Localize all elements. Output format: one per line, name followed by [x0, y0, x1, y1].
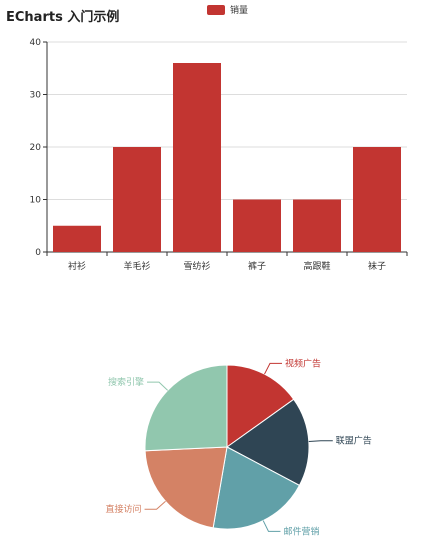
x-tick-label: 裤子 — [248, 260, 266, 272]
pie-slice[interactable] — [226, 364, 295, 448]
x-tick-label: 雪纺衫 — [183, 260, 210, 272]
pie-label-line — [147, 381, 169, 391]
x-tick-label: 衬衫 — [68, 260, 86, 272]
pie-label-line — [262, 520, 281, 532]
bar[interactable] — [233, 199, 281, 253]
x-tick-label: 羊毛衫 — [123, 260, 150, 272]
pie-slice-label: 联盟广告 — [336, 435, 372, 447]
y-tick-label: 20 — [30, 143, 42, 153]
chart-title: ECharts 入门示例 — [6, 9, 119, 25]
bar[interactable] — [53, 225, 101, 252]
y-tick-label: 10 — [30, 196, 42, 206]
pie-label-line — [308, 440, 333, 443]
pie-label-line — [264, 362, 282, 375]
pie-slice-label: 视频广告 — [285, 357, 321, 369]
legend-swatch[interactable] — [207, 5, 225, 15]
pie-slice-label: 搜索引擎 — [108, 376, 144, 388]
y-tick-label: 30 — [30, 91, 42, 101]
pie-slice[interactable] — [144, 364, 228, 452]
bar[interactable] — [173, 63, 221, 252]
legend-label[interactable]: 销量 — [230, 4, 248, 16]
pie-slice[interactable] — [144, 446, 228, 529]
legend[interactable]: 销量 — [207, 4, 248, 16]
pie-slice[interactable] — [212, 446, 301, 530]
bar[interactable] — [353, 147, 401, 252]
bar[interactable] — [113, 147, 161, 252]
bar[interactable] — [293, 199, 341, 253]
y-tick-label: 40 — [30, 38, 42, 48]
x-tick-label: 袜子 — [368, 260, 386, 272]
pie-slice-label: 邮件营销 — [283, 525, 319, 537]
pie-slice-label: 直接访问 — [106, 503, 142, 515]
pie-slice[interactable] — [226, 398, 310, 487]
pie-label-line — [144, 500, 166, 510]
bar-chart: 0 10 20 30 40 衬衫 羊毛衫 雪纺衫 裤子 高跟鞋 袜子 — [30, 38, 408, 272]
y-tick-label: 0 — [35, 248, 41, 258]
x-tick-label: 高跟鞋 — [303, 260, 330, 272]
